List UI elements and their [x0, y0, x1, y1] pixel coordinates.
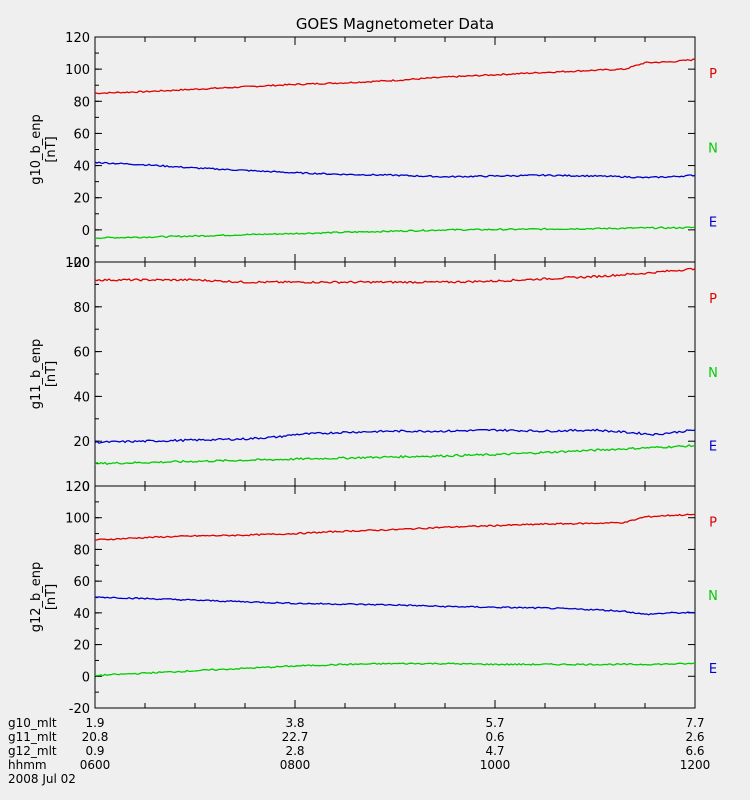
series-line-P: [94, 513, 695, 541]
series-line-N: [94, 662, 696, 677]
legend-label-P: P: [709, 67, 717, 82]
y-axis-unit: [nT]: [44, 361, 59, 387]
y-tick-label: 40: [73, 607, 90, 622]
legend-label-P: P: [709, 292, 717, 307]
series-line-P: [94, 267, 696, 284]
footer-row-label: g11_mlt: [8, 730, 57, 744]
legend-label-E: E: [709, 216, 717, 231]
y-tick-label: -20: [69, 256, 90, 271]
y-axis-label: g11_b_enp: [29, 339, 44, 410]
series-line-E: [94, 161, 696, 179]
footer-cell: 2.6: [685, 730, 704, 744]
y-tick-label: 20: [73, 639, 90, 654]
footer-row-label: hhmm: [8, 758, 47, 772]
footer-cell: 20.8: [82, 730, 109, 744]
footer-cell: 1200: [680, 758, 711, 772]
y-axis-label: g12_b_enp: [29, 562, 44, 633]
y-tick-label: 60: [73, 575, 90, 590]
y-tick-label: 100: [65, 63, 90, 78]
y-tick-label: 60: [73, 127, 90, 142]
y-tick-label: 100: [65, 512, 90, 527]
panel-g12_b_enp: -20 0 20 40 60 80 100 120 g12_b_enp [nT] P N E: [29, 480, 718, 717]
footer-date: 2008 Jul 02: [8, 772, 76, 786]
y-tick-label: 80: [73, 301, 90, 316]
series-line-E: [94, 596, 696, 616]
y-axis-unit: [nT]: [44, 584, 59, 610]
footer-table: g10_mlt 1.9 3.8 5.7 7.7 g11_mlt 20.8 22.7 0.6 2.6…: [8, 716, 710, 786]
y-tick-label: 120: [65, 31, 90, 46]
legend-label-E: E: [709, 440, 717, 455]
series-line-P: [94, 58, 696, 95]
footer-cell: 3.8: [285, 716, 304, 730]
y-tick-label: 120: [65, 480, 90, 495]
legend-label-N: N: [708, 366, 718, 381]
legend-label-E: E: [709, 662, 717, 677]
y-tick-label: 60: [73, 346, 90, 361]
series-line-E: [94, 428, 696, 444]
legend-label-N: N: [708, 141, 718, 156]
y-tick-label: 20: [73, 192, 90, 207]
y-tick-label: 0: [82, 670, 90, 685]
footer-cell: 22.7: [282, 730, 309, 744]
y-tick-label: 0: [82, 480, 90, 495]
figure-title: GOES Magnetometer Data: [296, 15, 494, 33]
footer-cell: 2.8: [285, 744, 304, 758]
footer-cell: 7.7: [685, 716, 704, 730]
footer-cell: 1000: [480, 758, 511, 772]
footer-cell: 4.7: [485, 744, 504, 758]
y-tick-label: 80: [73, 543, 90, 558]
legend-label-P: P: [709, 516, 717, 531]
footer-cell: 1.9: [85, 716, 104, 730]
panel-g10_b_enp: -20 0 20 40 60 80 100 120 g10_b_enp [nT] P N E: [29, 31, 718, 271]
y-axis-label: g10_b_enp: [29, 114, 44, 185]
footer-cell: 5.7: [485, 716, 504, 730]
y-axis-unit: [nT]: [44, 136, 59, 162]
panel-g11_b_enp: 0 20 40 60 80 100 g11_b_enp [nT] P N E: [29, 256, 718, 495]
series-line-N: [94, 444, 696, 466]
footer-cell: 6.6: [685, 744, 704, 758]
footer-cell: 0800: [280, 758, 311, 772]
y-tick-label: 20: [73, 435, 90, 450]
footer-cell: 0.6: [485, 730, 504, 744]
y-tick-label: 0: [82, 224, 90, 239]
footer-row-label: g10_mlt: [8, 716, 57, 730]
y-tick-label: 80: [73, 95, 90, 110]
y-tick-label: -20: [69, 702, 90, 717]
footer-cell: 0600: [80, 758, 111, 772]
y-tick-label: 100: [65, 256, 90, 271]
footer-cell: 0.9: [85, 744, 104, 758]
footer-row-label: g12_mlt: [8, 744, 57, 758]
y-tick-label: 40: [73, 390, 90, 405]
legend-label-N: N: [708, 589, 718, 604]
series-line-N: [94, 226, 695, 240]
y-tick-label: 40: [73, 160, 90, 175]
